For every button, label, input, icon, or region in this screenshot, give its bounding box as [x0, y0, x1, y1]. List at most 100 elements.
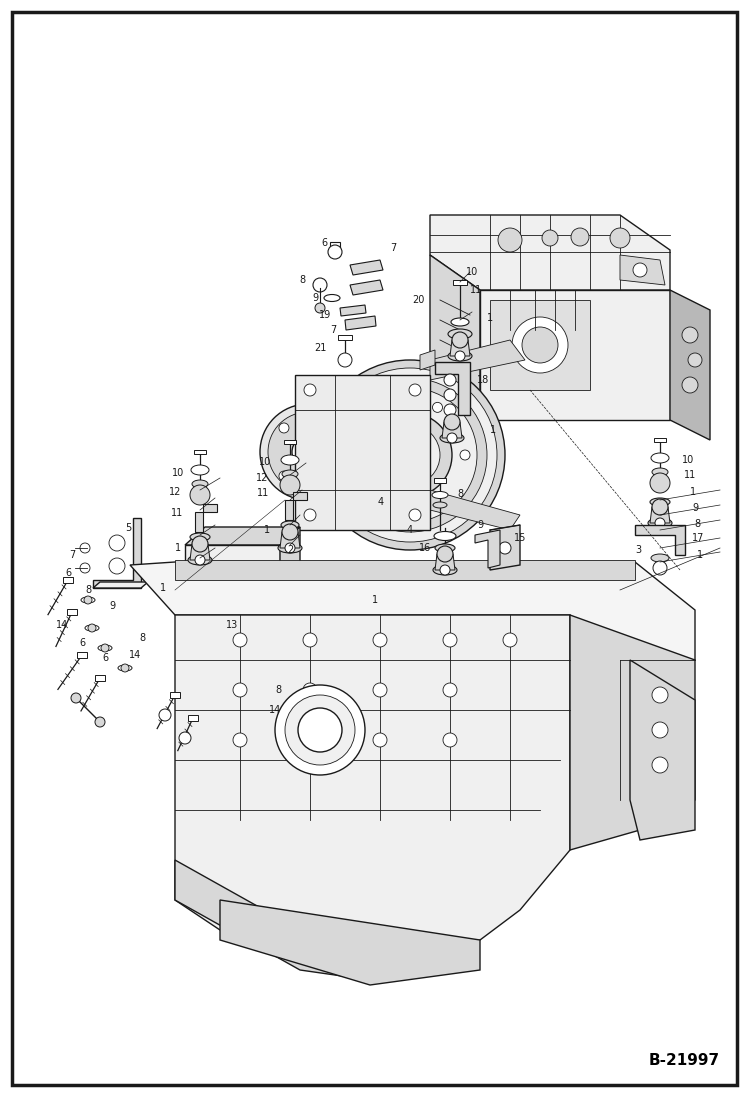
Circle shape	[192, 536, 208, 552]
Polygon shape	[338, 335, 352, 340]
Text: 1: 1	[372, 595, 378, 606]
Ellipse shape	[324, 294, 340, 302]
Polygon shape	[194, 450, 206, 454]
Polygon shape	[670, 290, 710, 440]
Circle shape	[633, 263, 647, 278]
Circle shape	[282, 524, 298, 540]
Circle shape	[350, 450, 360, 460]
Circle shape	[109, 558, 125, 574]
Circle shape	[409, 509, 421, 521]
Polygon shape	[650, 507, 670, 523]
Circle shape	[373, 683, 387, 697]
Text: 9: 9	[692, 504, 698, 513]
Circle shape	[285, 543, 295, 553]
Polygon shape	[67, 609, 77, 615]
Polygon shape	[654, 438, 666, 442]
Polygon shape	[430, 490, 520, 530]
Polygon shape	[185, 527, 300, 545]
Ellipse shape	[281, 521, 299, 529]
Circle shape	[380, 425, 440, 485]
Polygon shape	[95, 675, 105, 681]
Text: 1: 1	[487, 313, 493, 323]
Circle shape	[512, 317, 568, 373]
Circle shape	[522, 327, 558, 363]
Ellipse shape	[433, 565, 457, 575]
Circle shape	[327, 471, 337, 482]
Text: 11: 11	[257, 488, 269, 498]
Circle shape	[190, 485, 210, 505]
Circle shape	[303, 733, 317, 747]
Polygon shape	[280, 527, 300, 615]
Circle shape	[653, 561, 667, 575]
Text: 1: 1	[175, 543, 181, 553]
Ellipse shape	[448, 351, 472, 361]
Polygon shape	[430, 395, 480, 450]
Text: 10: 10	[682, 455, 694, 465]
Circle shape	[328, 245, 342, 259]
Polygon shape	[350, 280, 383, 295]
Ellipse shape	[118, 665, 132, 671]
Ellipse shape	[451, 318, 469, 326]
Circle shape	[95, 717, 105, 727]
Text: 6: 6	[102, 653, 108, 663]
Text: 10: 10	[259, 457, 271, 467]
Circle shape	[431, 391, 443, 403]
Polygon shape	[295, 375, 430, 530]
Polygon shape	[175, 559, 635, 580]
Polygon shape	[284, 440, 296, 444]
Text: 17: 17	[692, 533, 704, 543]
Text: 18: 18	[477, 375, 489, 385]
Circle shape	[682, 377, 698, 393]
Text: 6: 6	[79, 638, 85, 648]
Circle shape	[444, 374, 456, 386]
Polygon shape	[77, 652, 87, 658]
Text: 1: 1	[697, 550, 703, 559]
Polygon shape	[430, 215, 670, 290]
Circle shape	[655, 518, 665, 528]
Ellipse shape	[440, 433, 464, 443]
Circle shape	[444, 414, 460, 430]
Polygon shape	[175, 615, 570, 970]
Circle shape	[682, 327, 698, 343]
Circle shape	[313, 278, 327, 292]
Polygon shape	[220, 900, 480, 985]
Circle shape	[179, 732, 191, 744]
Circle shape	[233, 633, 247, 647]
Polygon shape	[170, 692, 180, 698]
Circle shape	[571, 228, 589, 246]
Polygon shape	[190, 544, 210, 559]
Ellipse shape	[188, 555, 212, 565]
Polygon shape	[435, 362, 470, 415]
Polygon shape	[490, 299, 590, 391]
Text: 14: 14	[129, 651, 141, 660]
Ellipse shape	[651, 554, 669, 562]
Polygon shape	[430, 415, 490, 455]
Ellipse shape	[651, 453, 669, 463]
Text: 9: 9	[477, 520, 483, 530]
Circle shape	[460, 450, 470, 460]
Ellipse shape	[435, 544, 455, 552]
Circle shape	[373, 733, 387, 747]
Circle shape	[233, 683, 247, 697]
Text: 8: 8	[275, 685, 281, 695]
Circle shape	[275, 685, 365, 774]
Text: 12: 12	[256, 473, 268, 483]
Ellipse shape	[98, 645, 112, 651]
Circle shape	[443, 683, 457, 697]
Polygon shape	[345, 316, 376, 330]
Polygon shape	[420, 350, 435, 370]
Circle shape	[200, 570, 220, 590]
Polygon shape	[442, 422, 462, 438]
Circle shape	[373, 633, 387, 647]
Circle shape	[232, 562, 268, 598]
Circle shape	[109, 535, 125, 551]
Circle shape	[84, 596, 92, 604]
Polygon shape	[450, 340, 470, 357]
Circle shape	[432, 403, 443, 412]
Circle shape	[195, 555, 205, 565]
Text: 3: 3	[635, 545, 641, 555]
Circle shape	[260, 404, 356, 500]
Text: 11: 11	[684, 470, 696, 480]
Circle shape	[71, 693, 81, 703]
Text: 5: 5	[125, 523, 131, 533]
